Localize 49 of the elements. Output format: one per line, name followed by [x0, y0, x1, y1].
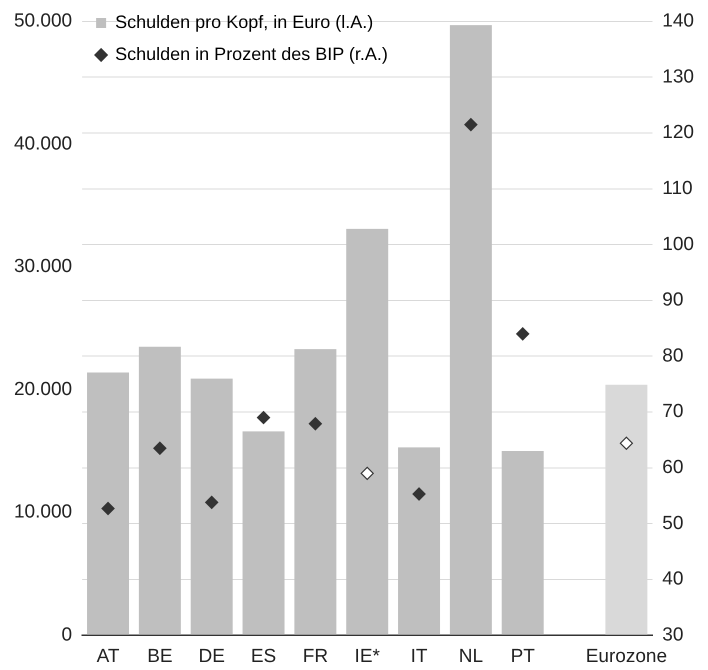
- x-tick-label: AT: [96, 646, 120, 667]
- point: [153, 442, 166, 455]
- bar: [87, 372, 130, 635]
- x-tick-label: NL: [458, 646, 484, 667]
- legend-label: Schulden in Prozent des BIP (r.A.): [115, 44, 388, 64]
- y2-tick-label: 120: [662, 122, 694, 144]
- bar: [242, 431, 285, 635]
- y2-tick-label: 40: [662, 568, 684, 590]
- x-tick-label: DE: [198, 646, 225, 667]
- x-tick-label: IE*: [354, 646, 380, 667]
- x-tick-label: FR: [302, 646, 328, 667]
- point: [620, 436, 633, 450]
- bar: [294, 349, 336, 635]
- y2-tick-label: 100: [662, 234, 694, 255]
- x-tick-label: ES: [250, 646, 276, 667]
- y2-tick-label: 110: [662, 178, 693, 200]
- point: [101, 502, 115, 516]
- y-tick-label: 0: [62, 624, 72, 646]
- y2-tick-label: 80: [662, 345, 684, 366]
- bar: [450, 25, 492, 635]
- y-tick-label: 20.000: [14, 378, 72, 400]
- point: [205, 496, 218, 509]
- x-tick-label: Eurozone: [586, 646, 668, 667]
- point: [412, 487, 426, 501]
- legend-label: Schulden pro Kopf, in Euro (l.A.): [115, 12, 374, 32]
- y2-tick-label: 50: [662, 512, 684, 534]
- y-tick-label: 10.000: [14, 502, 72, 523]
- y2-tick-label: 30: [662, 624, 684, 646]
- y2-tick-label: 90: [662, 290, 684, 311]
- y2-tick-label: 70: [662, 401, 684, 422]
- point: [516, 327, 530, 340]
- x-tick-label: IT: [410, 646, 428, 667]
- bar: [502, 451, 544, 635]
- x-tick-label: BE: [147, 646, 173, 667]
- point: [464, 118, 478, 132]
- y2-tick-label: 140: [662, 10, 694, 32]
- y-tick-label: 40.000: [14, 133, 72, 154]
- point: [360, 466, 374, 480]
- bar: [190, 378, 233, 635]
- bar: [398, 447, 440, 635]
- y2-tick-label: 130: [662, 66, 694, 88]
- bar: [346, 228, 388, 635]
- point: [308, 417, 322, 430]
- y2-tick-label: 60: [662, 457, 684, 478]
- x-tick-label: PT: [510, 646, 536, 667]
- y-tick-label: 30.000: [14, 256, 72, 278]
- point: [256, 410, 270, 424]
- bar: [138, 346, 181, 635]
- y-tick-label: 50.000: [14, 10, 72, 32]
